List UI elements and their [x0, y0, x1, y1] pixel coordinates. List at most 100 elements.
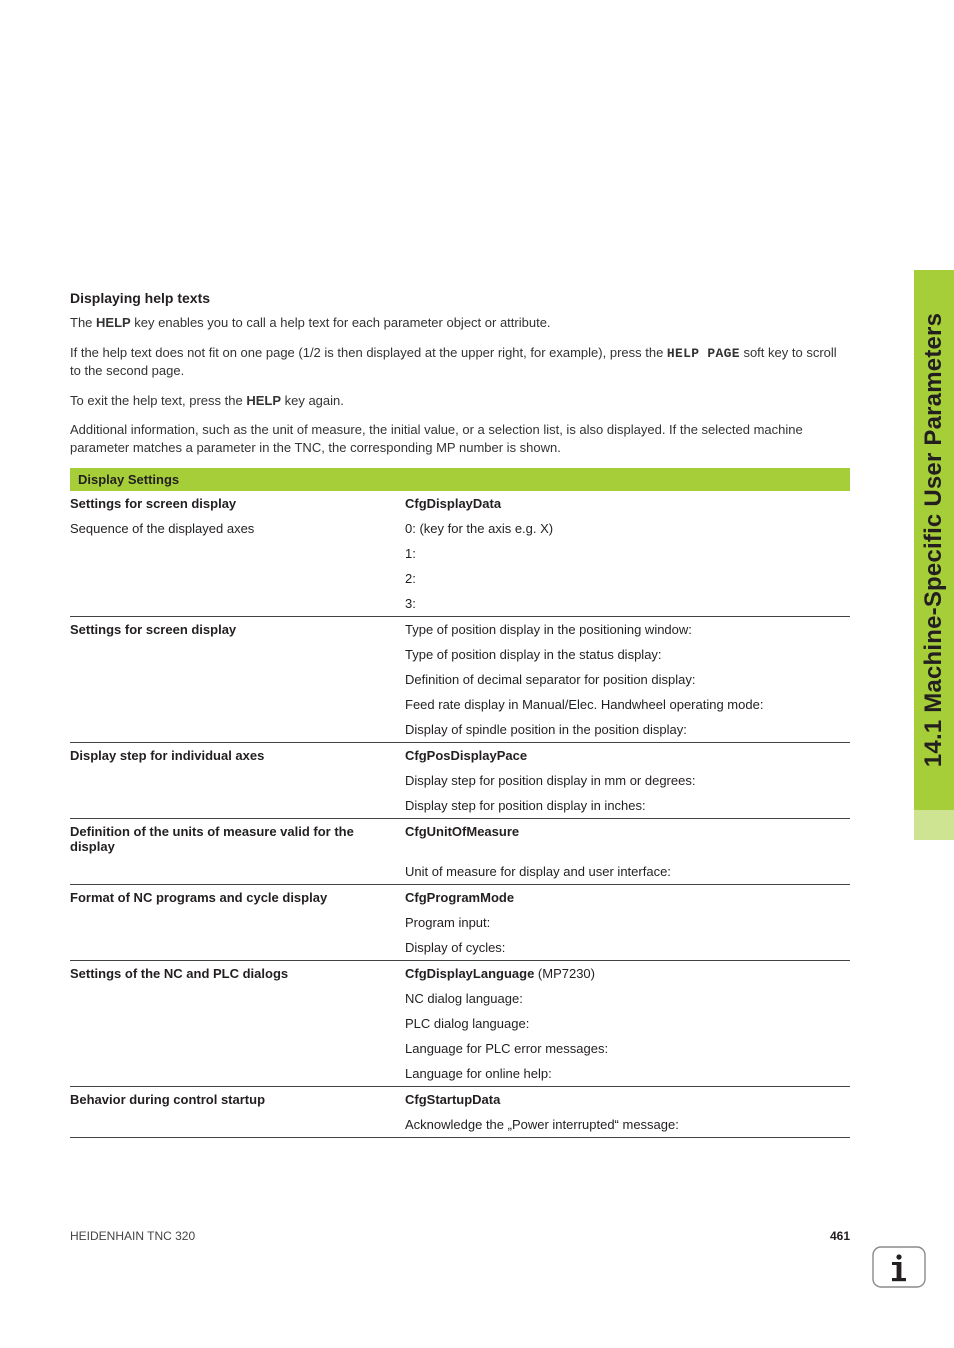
row-left	[70, 986, 405, 1011]
row-left	[70, 859, 405, 885]
row-right: NC dialog language:	[405, 986, 850, 1011]
table-row: Display step for position display in inc…	[70, 793, 850, 819]
group-right-label: CfgUnitOfMeasure	[405, 819, 850, 860]
row-left	[70, 642, 405, 667]
row-left	[70, 667, 405, 692]
row-right: 0: (key for the axis e.g. X)	[405, 516, 850, 541]
text: The	[70, 315, 96, 330]
text: key again.	[281, 393, 344, 408]
group-right-label: CfgStartupData	[405, 1087, 850, 1113]
side-tab-lower	[914, 810, 954, 840]
side-tab-text: 14.1 Machine-Specific User Parameters	[920, 313, 948, 767]
table-row: NC dialog language:	[70, 986, 850, 1011]
help-key-bold: HELP	[246, 393, 281, 408]
row-right: Type of position display in the status d…	[405, 642, 850, 667]
group-left-label: Definition of the units of measure valid…	[70, 819, 405, 860]
group-left-label: Behavior during control startup	[70, 1087, 405, 1113]
side-tab-upper: 14.1 Machine-Specific User Parameters	[914, 270, 954, 810]
row-right: Display of spindle position in the posit…	[405, 717, 850, 743]
row-right: Program input:	[405, 910, 850, 935]
row-right: PLC dialog language:	[405, 1011, 850, 1036]
table-row: 2:	[70, 566, 850, 591]
row-right: 3:	[405, 591, 850, 617]
row-left	[70, 692, 405, 717]
row-right: Language for online help:	[405, 1061, 850, 1087]
row-left	[70, 793, 405, 819]
table-row: Sequence of the displayed axes0: (key fo…	[70, 516, 850, 541]
help-para-1: The HELP key enables you to call a help …	[70, 314, 850, 332]
group-right-label: Type of position display in the position…	[405, 617, 850, 643]
text: key enables you to call a help text for …	[131, 315, 551, 330]
group-left-label: Format of NC programs and cycle display	[70, 885, 405, 911]
help-heading: Displaying help texts	[70, 290, 850, 306]
page: 14.1 Machine-Specific User Parameters Di…	[0, 0, 954, 1348]
row-left	[70, 1011, 405, 1036]
group-right-label: CfgDisplayData	[405, 491, 850, 516]
table-row: Program input:	[70, 910, 850, 935]
table-row: Language for online help:	[70, 1061, 850, 1087]
table-group-header: Settings for screen displayType of posit…	[70, 617, 850, 643]
table-group-header: Settings of the NC and PLC dialogsCfgDis…	[70, 961, 850, 987]
row-left	[70, 541, 405, 566]
help-para-4: Additional information, such as the unit…	[70, 421, 850, 456]
row-right: Definition of decimal separator for posi…	[405, 667, 850, 692]
row-left	[70, 717, 405, 743]
help-page-softkey: HELP PAGE	[667, 346, 740, 361]
text: To exit the help text, press the	[70, 393, 246, 408]
main-content: Displaying help texts The HELP key enabl…	[70, 290, 850, 1153]
row-right: Unit of measure for display and user int…	[405, 859, 850, 885]
help-para-3: To exit the help text, press the HELP ke…	[70, 392, 850, 410]
table-group-header: Format of NC programs and cycle displayC…	[70, 885, 850, 911]
table-row: Display of spindle position in the posit…	[70, 717, 850, 743]
table-row: Display step for position display in mm …	[70, 768, 850, 793]
table-group-header: Settings for screen displayCfgDisplayDat…	[70, 491, 850, 516]
row-right: Display of cycles:	[405, 935, 850, 961]
info-icon	[872, 1246, 926, 1288]
group-right-label: CfgPosDisplayPace	[405, 743, 850, 769]
row-left	[70, 768, 405, 793]
row-left	[70, 935, 405, 961]
parameter-table: Settings for screen displayCfgDisplayDat…	[70, 491, 850, 1153]
table-row: Type of position display in the status d…	[70, 642, 850, 667]
text: If the help text does not fit on one pag…	[70, 345, 667, 360]
row-right: 1:	[405, 541, 850, 566]
footer-page-number: 461	[830, 1229, 850, 1243]
table-group-header: Behavior during control startupCfgStartu…	[70, 1087, 850, 1113]
table-row: Definition of decimal separator for posi…	[70, 667, 850, 692]
row-left	[70, 1112, 405, 1138]
table-row: Acknowledge the „Power interrupted“ mess…	[70, 1112, 850, 1138]
table-group-header: Display step for individual axesCfgPosDi…	[70, 743, 850, 769]
row-right: Language for PLC error messages:	[405, 1036, 850, 1061]
table-row: 1:	[70, 541, 850, 566]
group-right-label: CfgDisplayLanguage (MP7230)	[405, 961, 850, 987]
section-title-bar: Display Settings	[70, 468, 850, 491]
row-left	[70, 910, 405, 935]
group-left-label: Settings for screen display	[70, 617, 405, 643]
table-row: PLC dialog language:	[70, 1011, 850, 1036]
table-row: Feed rate display in Manual/Elec. Handwh…	[70, 692, 850, 717]
group-right-label: CfgProgramMode	[405, 885, 850, 911]
row-right: Display step for position display in mm …	[405, 768, 850, 793]
row-right: Feed rate display in Manual/Elec. Handwh…	[405, 692, 850, 717]
help-key-bold: HELP	[96, 315, 131, 330]
row-right: Acknowledge the „Power interrupted“ mess…	[405, 1112, 850, 1138]
page-footer: HEIDENHAIN TNC 320 461	[70, 1229, 850, 1243]
table-row: Language for PLC error messages:	[70, 1036, 850, 1061]
group-left-label: Settings of the NC and PLC dialogs	[70, 961, 405, 987]
group-left-label: Settings for screen display	[70, 491, 405, 516]
row-left: Sequence of the displayed axes	[70, 516, 405, 541]
table-row: Display of cycles:	[70, 935, 850, 961]
chapter-side-tab: 14.1 Machine-Specific User Parameters	[914, 270, 954, 840]
table-row: 3:	[70, 591, 850, 617]
table-group-header: Definition of the units of measure valid…	[70, 819, 850, 860]
table-row: Unit of measure for display and user int…	[70, 859, 850, 885]
row-left	[70, 1061, 405, 1087]
row-right: Display step for position display in inc…	[405, 793, 850, 819]
footer-product: HEIDENHAIN TNC 320	[70, 1229, 195, 1243]
help-para-2: If the help text does not fit on one pag…	[70, 344, 850, 380]
row-left	[70, 591, 405, 617]
row-left	[70, 1036, 405, 1061]
row-right: 2:	[405, 566, 850, 591]
row-left	[70, 566, 405, 591]
group-left-label: Display step for individual axes	[70, 743, 405, 769]
